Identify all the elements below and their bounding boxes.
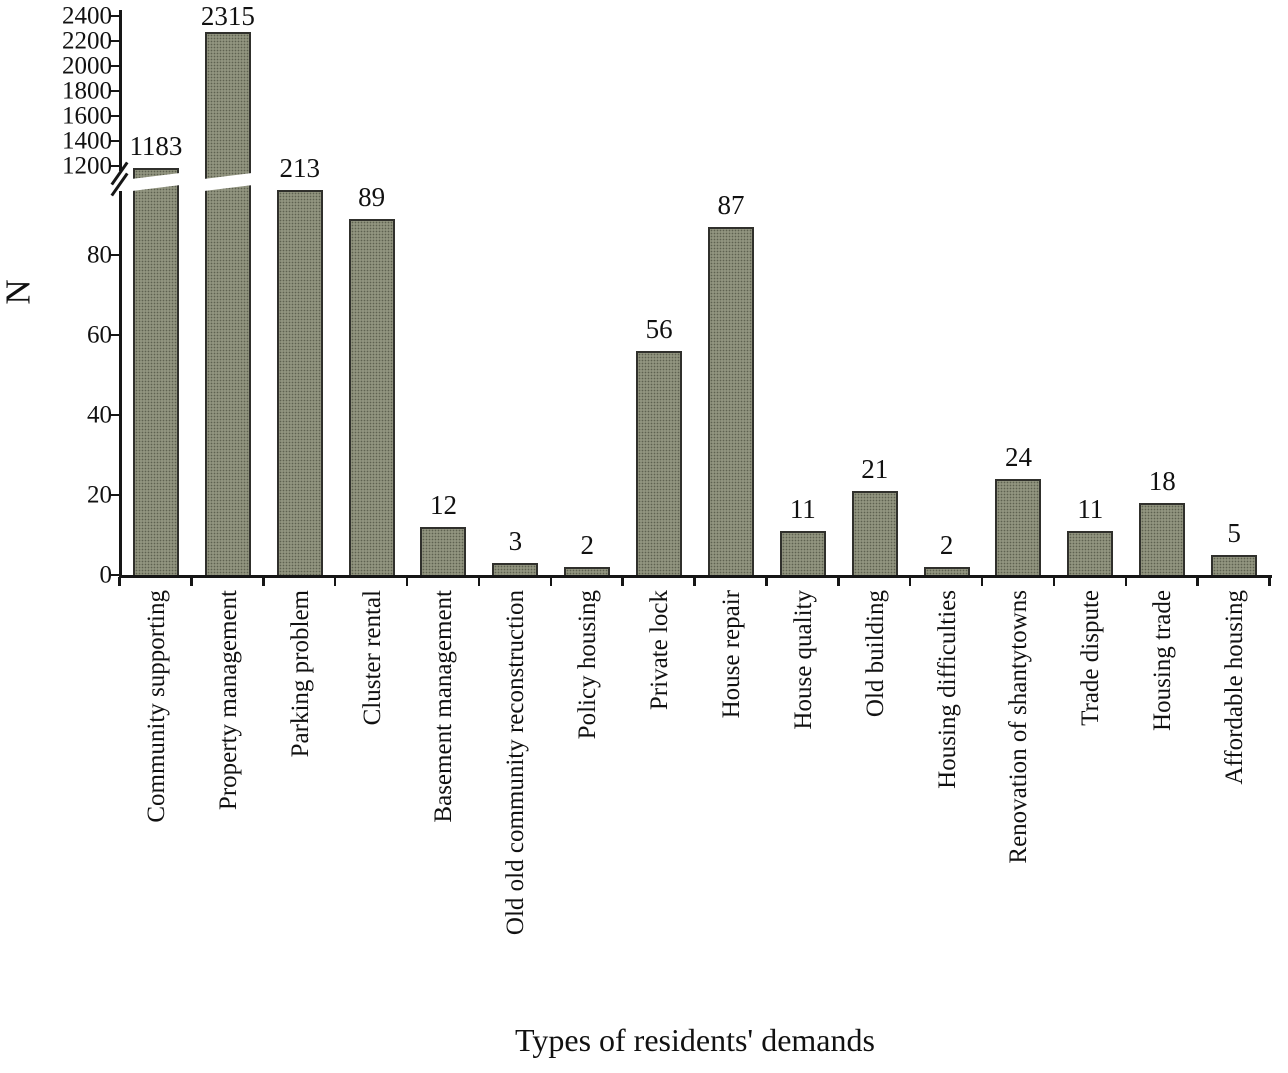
x-tick <box>477 577 481 586</box>
x-axis-line <box>119 575 1272 578</box>
bar-value-label: 87 <box>717 190 745 220</box>
y-tick <box>109 573 120 577</box>
bar <box>779 531 826 575</box>
bar-value-label: 11 <box>1077 494 1104 524</box>
x-tick <box>765 577 768 586</box>
bar-value-label: 56 <box>645 314 673 344</box>
y-tick-label: 60 <box>87 321 112 349</box>
bar <box>420 527 467 575</box>
x-tick <box>333 577 337 586</box>
x-category-label: Housing trade <box>1149 590 1177 731</box>
x-tick <box>405 577 409 586</box>
x-axis-title: Types of residents' demands <box>515 1022 875 1058</box>
x-category-label: Housing difficulties <box>933 590 961 789</box>
x-category-label: Old old community reconstruction <box>502 590 530 936</box>
x-category-label: Old building <box>861 590 889 718</box>
y-axis-line <box>119 10 122 171</box>
bar <box>1211 555 1258 575</box>
bar <box>492 563 539 575</box>
bar <box>995 479 1042 575</box>
bar <box>204 32 251 575</box>
x-tick <box>1124 577 1127 586</box>
x-category-label: Private lock <box>646 590 674 711</box>
y-tick-label: 2000 <box>62 52 112 80</box>
bar-value-label: 5 <box>1227 518 1241 548</box>
bar-value-label: 12 <box>429 490 457 520</box>
bar-value-label: 24 <box>1004 442 1032 472</box>
y-tick-label: 20 <box>87 481 112 509</box>
x-tick <box>118 577 121 586</box>
bar <box>348 219 395 575</box>
y-tick <box>109 164 120 168</box>
x-category-label: Parking problem <box>286 590 314 758</box>
bar-value-label: 18 <box>1148 466 1176 496</box>
y-tick <box>109 39 120 43</box>
y-tick-label: 1400 <box>62 127 112 155</box>
x-category-label: Basement management <box>430 590 458 823</box>
x-tick <box>1196 577 1199 586</box>
y-tick <box>109 64 120 68</box>
x-tick <box>262 577 265 586</box>
y-tick-label: 1800 <box>62 77 112 105</box>
y-tick-label: 1200 <box>62 152 112 180</box>
y-axis-line <box>119 191 122 577</box>
y-tick-label: 0 <box>99 561 113 589</box>
x-tick <box>908 577 912 586</box>
bar <box>564 567 611 575</box>
y-tick <box>109 413 120 417</box>
y-tick <box>109 139 120 143</box>
x-category-label: House quality <box>789 590 817 730</box>
x-tick <box>190 577 193 586</box>
x-category-label: Affordable housing <box>1221 590 1249 785</box>
bar <box>636 351 683 575</box>
y-tick-label: 80 <box>87 241 112 269</box>
y-tick <box>109 333 120 337</box>
y-tick <box>109 493 120 497</box>
bar <box>1067 531 1114 575</box>
y-tick-label: 1600 <box>62 102 112 130</box>
y-tick <box>109 114 120 118</box>
x-tick <box>837 577 840 586</box>
bar-value-label: 213 <box>279 153 320 183</box>
x-tick <box>1052 577 1056 586</box>
bar <box>923 567 970 575</box>
bar <box>851 491 898 575</box>
y-tick-label: 2400 <box>62 2 112 30</box>
bar-value-label: 1183 <box>129 131 183 162</box>
x-tick <box>549 577 552 586</box>
bar-value-label: 3 <box>508 526 523 556</box>
x-category-label: Trade dispute <box>1077 590 1105 726</box>
x-tick <box>1268 577 1271 586</box>
bar-value-label: 2 <box>939 530 954 560</box>
x-category-label: Property management <box>214 590 242 811</box>
bar <box>276 190 323 575</box>
x-category-label: Community supporting <box>142 590 170 823</box>
x-category-label: House repair <box>717 590 745 719</box>
bar <box>132 168 179 575</box>
y-tick-label: 40 <box>87 401 112 429</box>
x-tick <box>621 577 624 586</box>
bar-value-label: 89 <box>358 182 386 212</box>
bar <box>1139 503 1186 575</box>
bar <box>707 227 754 575</box>
x-category-label: Cluster rental <box>358 590 386 726</box>
bar-value-label: 2315 <box>200 1 255 31</box>
y-tick <box>109 14 120 18</box>
bar-value-label: 2 <box>580 530 594 560</box>
bar-value-label: 11 <box>789 494 816 524</box>
y-tick <box>109 253 120 257</box>
x-category-label: Policy housing <box>574 590 602 740</box>
x-category-label: Renovation of shantytowns <box>1005 590 1033 864</box>
x-tick <box>980 577 984 586</box>
y-tick-label: 2200 <box>62 27 112 55</box>
bar-value-label: 21 <box>861 454 889 484</box>
x-tick <box>693 577 696 586</box>
y-tick <box>109 89 120 93</box>
